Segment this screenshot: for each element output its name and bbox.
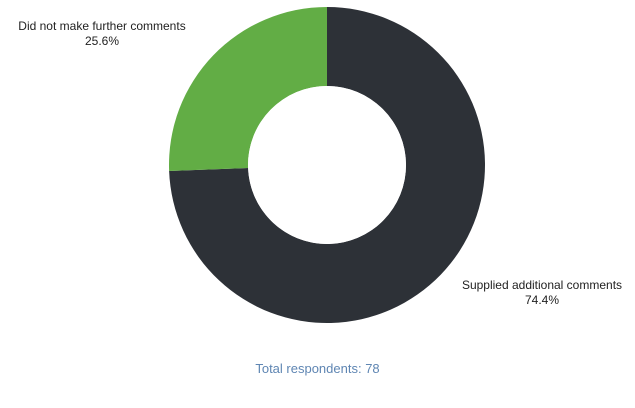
slice-percent-supplied-comments: 74.4% [524, 293, 560, 307]
donut-hole [248, 86, 406, 244]
total-respondents-text: Total respondents: 78 [255, 361, 380, 376]
slice-percent-did-not-comment: 25.6% [84, 34, 120, 48]
donut-slice-did-not-make-further-comments [169, 7, 327, 171]
donut-slice-supplied-additional-comments [169, 7, 486, 323]
slice-label-did-not-comment: Did not make further comments 25.6% [2, 19, 202, 49]
slice-label-supplied-comments: Supplied additional comments 74.4% [452, 278, 632, 308]
slice-name-supplied-comments: Supplied additional comments [461, 278, 623, 292]
slice-name-did-not-comment: Did not make further comments [18, 19, 186, 33]
